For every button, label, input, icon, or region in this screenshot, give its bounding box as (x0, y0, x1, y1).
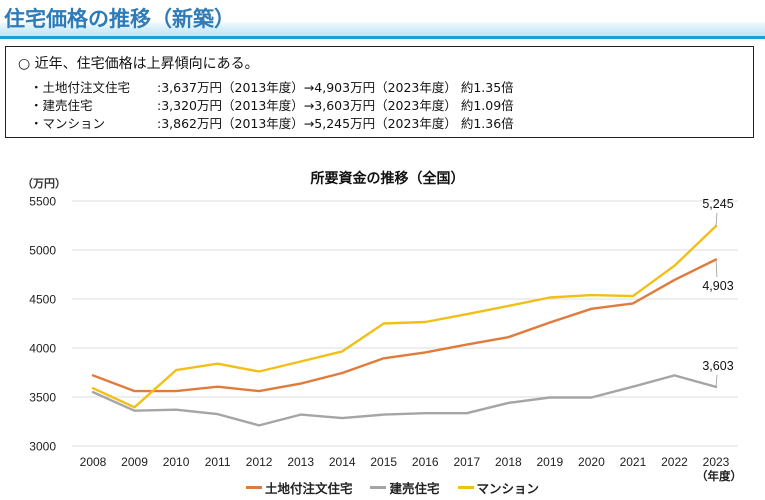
leader-line (715, 259, 718, 278)
x-tick-label: 2010 (163, 455, 190, 469)
header-band (0, 22, 765, 36)
summary-lead: ○ 近年、住宅価格は上昇傾向にある。 (18, 56, 259, 72)
summary-rows: ・土地付注文住宅 :3,637万円（2013年度）→4,903万円（2023年度… (30, 79, 514, 133)
x-tick-label: 2022 (661, 455, 688, 469)
y-tick-label: 5000 (29, 244, 56, 258)
legend-label: 土地付注文住宅 (264, 481, 353, 496)
y-tick-label: 4000 (29, 342, 56, 356)
x-tick-label: 2020 (578, 455, 605, 469)
x-tick-label: 2021 (620, 455, 647, 469)
y-tick-label: 3500 (29, 391, 56, 405)
legend-item: マンション (457, 478, 540, 497)
x-tick-label: 2009 (121, 455, 148, 469)
y-tick-label: 3000 (29, 440, 56, 454)
summary-row: ・マンション :3,862万円（2013年度）→5,245万円（2023年度） … (30, 115, 514, 133)
leader-line (715, 374, 718, 387)
x-tick-label: 2023 (703, 455, 730, 469)
x-tick-label: 2015 (370, 455, 397, 469)
data-label: 3,603 (702, 359, 733, 373)
x-tick-label: 2011 (205, 455, 231, 469)
y-tick-label: 4500 (29, 293, 56, 307)
leader-line (715, 212, 718, 227)
x-tick-label: 2018 (495, 455, 522, 469)
x-axis-unit-label: （年度） (696, 469, 742, 483)
legend-item: 土地付注文住宅 (245, 478, 353, 497)
series-line (91, 374, 718, 427)
summary-row-name: ・マンション (30, 116, 106, 131)
legend-item: 建売住宅 (370, 478, 440, 497)
page-header: 住宅価格の推移（新築） (0, 0, 765, 40)
summary-row: ・土地付注文住宅 :3,637万円（2013年度）→4,903万円（2023年度… (30, 79, 514, 97)
x-tick-label: 2013 (287, 455, 314, 469)
x-tick-label: 2014 (329, 455, 356, 469)
x-tick-label: 2012 (246, 455, 273, 469)
chart-legend: 土地付注文住宅 建売住宅 マンション (0, 478, 765, 497)
summary-row: ・建売住宅 :3,320万円（2013年度）→3,603万円（2023年度） 約… (30, 97, 514, 115)
chart-title: 所要資金の推移（全国） (310, 171, 465, 187)
series-line (91, 258, 718, 393)
page-title: 住宅価格の推移（新築） (4, 7, 235, 31)
summary-row-name: ・建売住宅 (30, 98, 93, 113)
data-label: 5,245 (702, 197, 733, 211)
x-tick-label: 2008 (80, 455, 107, 469)
legend-swatch (245, 486, 262, 489)
header-rule (0, 36, 765, 39)
data-label: 4,903 (702, 279, 733, 293)
legend-swatch (370, 486, 387, 489)
summary-row-name: ・土地付注文住宅 (30, 80, 131, 95)
y-tick-label: 5500 (29, 195, 56, 209)
legend-label: 建売住宅 (389, 481, 440, 496)
summary-box: ○ 近年、住宅価格は上昇傾向にある。 ・土地付注文住宅 :3,637万円（201… (5, 46, 754, 138)
y-axis-unit-label: （万円） (22, 177, 66, 190)
x-tick-label: 2017 (453, 455, 480, 469)
legend-label: マンション (476, 481, 540, 496)
x-tick-label: 2019 (537, 455, 564, 469)
legend-swatch (457, 486, 474, 489)
x-tick-label: 2016 (412, 455, 439, 469)
series-line (91, 224, 718, 409)
summary-row-detail: :3,862万円（2013年度）→5,245万円（2023年度） 約1.36倍 (157, 116, 514, 131)
summary-row-detail: :3,320万円（2013年度）→3,603万円（2023年度） 約1.09倍 (157, 98, 514, 113)
summary-row-detail: :3,637万円（2013年度）→4,903万円（2023年度） 約1.35倍 (157, 80, 514, 95)
